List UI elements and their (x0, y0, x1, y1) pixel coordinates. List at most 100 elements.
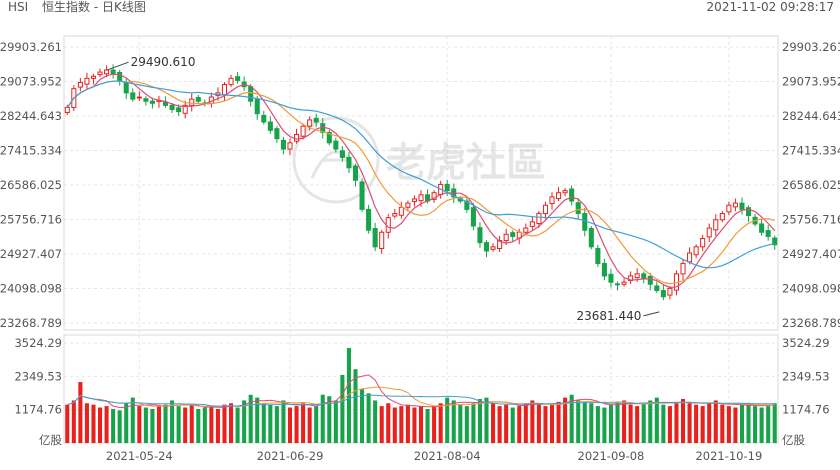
candle (654, 281, 660, 293)
candle-body (719, 213, 725, 221)
candle (739, 197, 745, 215)
volume-bar (491, 403, 496, 443)
candle (352, 163, 359, 187)
candle (562, 188, 568, 197)
volume-bar (111, 408, 116, 443)
candle-body (405, 202, 411, 208)
candle-body (228, 77, 234, 86)
volume-bar (150, 408, 155, 443)
volume-bar (674, 403, 679, 443)
volume-bar (366, 393, 371, 443)
candle-body (660, 290, 666, 298)
candle-body (706, 227, 712, 238)
volume-bar (595, 406, 600, 443)
candle-body (346, 156, 352, 169)
y-tick-label-left: 29073.952 (0, 75, 62, 89)
candle (510, 230, 516, 242)
price-panel-frame (63, 35, 779, 331)
y-tick-label-right: 24098.098 (782, 282, 840, 296)
candle-body (641, 273, 647, 279)
candle-body (569, 188, 575, 202)
volume-bar (248, 394, 253, 443)
candle-body (700, 237, 706, 248)
volume-bar (189, 404, 194, 443)
candle (97, 68, 103, 78)
candle-body (267, 121, 273, 131)
volume-bar (667, 406, 672, 443)
volume-bar (622, 400, 627, 443)
candle-body (562, 190, 568, 194)
candle (346, 151, 352, 174)
candle (601, 258, 607, 281)
candle-body (654, 285, 660, 292)
volume-bar (320, 394, 325, 443)
candle-body (339, 150, 345, 158)
ma5-line (66, 73, 776, 289)
volume-bar (477, 399, 482, 443)
candle-body (261, 114, 267, 123)
volume-bar (628, 404, 633, 443)
candle (274, 126, 280, 143)
volume-bar (71, 400, 76, 443)
volume-bar (510, 407, 515, 443)
volume-bar (353, 369, 358, 443)
volume-bar (65, 404, 70, 443)
volume-bar (680, 399, 686, 443)
x-tick-label: 2021-06-29 (257, 449, 324, 463)
candle-body (372, 228, 378, 248)
candle-body (379, 231, 385, 249)
candle (287, 138, 293, 156)
volume-bar (386, 403, 391, 443)
volume-bar (707, 403, 712, 443)
volume-bar (425, 408, 430, 443)
volume-bar (563, 397, 568, 443)
x-tick-label: 2021-05-24 (106, 449, 173, 463)
candle-body (307, 119, 313, 127)
volume-bar (739, 404, 745, 443)
volume-bar (124, 403, 129, 443)
volume-bar (202, 407, 207, 443)
candle (333, 137, 339, 153)
volume-bar (608, 404, 613, 443)
ma10-line (66, 80, 775, 285)
volume-bar (340, 374, 345, 443)
candle-body (235, 76, 241, 81)
candle (628, 271, 634, 284)
candle (556, 187, 562, 202)
volume-bar (222, 404, 227, 443)
candle-body (333, 140, 339, 150)
candle (143, 96, 149, 106)
candle-body (614, 283, 621, 286)
volume-bar (104, 406, 109, 443)
volume-bar (432, 406, 437, 443)
candle (326, 129, 332, 146)
volume-bar (392, 407, 397, 443)
volume-bar (648, 400, 653, 443)
volume-bar (235, 407, 240, 443)
volume-bar (687, 401, 692, 443)
volume-bar (346, 347, 351, 443)
volume-bar (274, 406, 279, 443)
candle (464, 197, 470, 213)
candle (542, 201, 548, 219)
volume-tick-left: 3524.29 (14, 336, 62, 350)
volume-bar (215, 408, 220, 443)
candle-body (608, 273, 614, 283)
candle-body (713, 219, 719, 231)
volume-bar (635, 406, 640, 443)
volume-bar (589, 403, 594, 443)
volume-tick-right: 2349.53 (782, 369, 830, 383)
candle (136, 91, 142, 101)
candle-body (536, 213, 542, 225)
volume-bar (281, 400, 286, 443)
volume-bar (523, 403, 528, 443)
candle (130, 88, 136, 102)
y-tick-label-right: 26586.025 (782, 178, 840, 192)
volume-bar (137, 406, 142, 443)
candle (392, 208, 398, 219)
volume-bar (602, 407, 607, 443)
candle-body (359, 181, 365, 210)
candle (221, 82, 228, 101)
y-tick-label-left: 28244.643 (0, 109, 62, 123)
